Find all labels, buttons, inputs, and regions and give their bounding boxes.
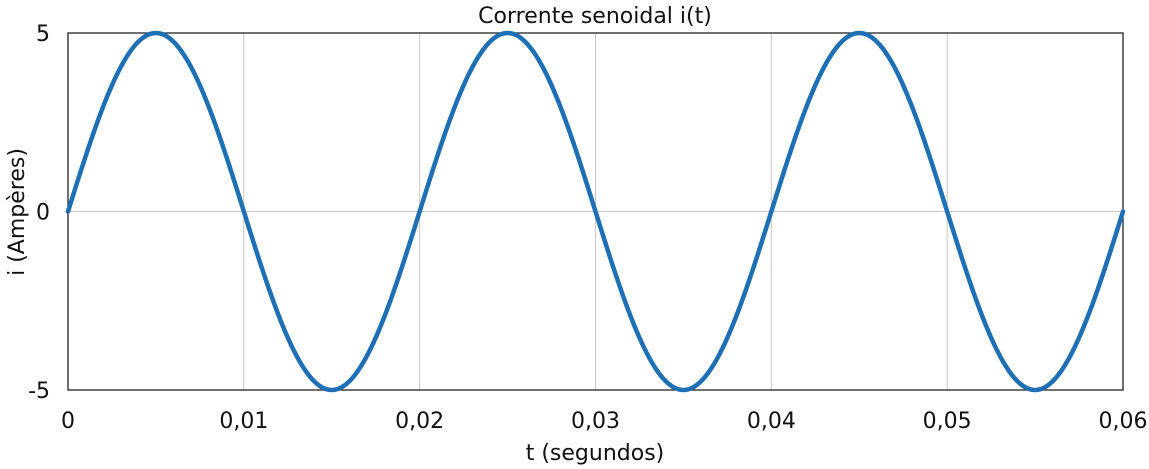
x-tick-label: 0,03	[571, 409, 620, 434]
x-tick-labels: 0 0,01 0,02 0,03 0,04 0,05 0,06	[61, 409, 1147, 434]
x-tick-label: 0,01	[219, 409, 268, 434]
x-tick-label: 0,06	[1099, 409, 1148, 434]
series-group	[65, 30, 1126, 393]
x-axis-title: t (segundos)	[526, 441, 665, 466]
chart-title: Corrente senoidal i(t)	[478, 4, 712, 29]
y-axis-title: i (Ampères)	[5, 148, 30, 276]
x-tick-label: 0,02	[395, 409, 444, 434]
y-tick-labels: -5 0 5	[28, 22, 50, 404]
y-tick-label: 0	[36, 201, 50, 226]
x-tick-label: 0,05	[923, 409, 972, 434]
x-tick-label: 0	[61, 409, 75, 434]
y-tick-label: -5	[28, 379, 50, 404]
series-line	[65, 30, 1126, 393]
x-tick-label: 0,04	[747, 409, 796, 434]
y-tick-label: 5	[36, 22, 50, 47]
